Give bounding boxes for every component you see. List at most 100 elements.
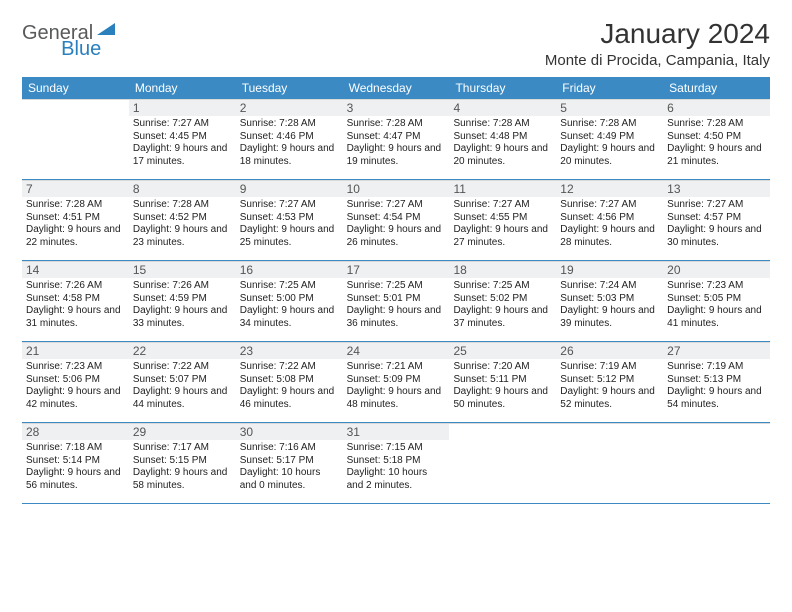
- calendar-page: General Blue January 2024 Monte di Proci…: [0, 0, 792, 522]
- day-number: 22: [129, 343, 236, 359]
- calendar-grid: Sunday Monday Tuesday Wednesday Thursday…: [22, 77, 770, 504]
- week-row: 21Sunrise: 7:23 AMSunset: 5:06 PMDayligh…: [22, 342, 770, 423]
- day-cell: 18 Sunrise: 7:25 AMSunset: 5:02 PMDayligh…: [449, 261, 556, 341]
- day-number: 9: [236, 181, 343, 197]
- logo-text-blue: Blue: [61, 38, 101, 60]
- sunset-text: Sunset: 5:09 PM: [347, 374, 446, 387]
- dayhead-monday: Monday: [129, 77, 236, 99]
- sunset-text: Sunset: 5:13 PM: [667, 374, 766, 387]
- sunrise-text: Sunrise: 7:18 AM: [26, 442, 125, 455]
- sunset-text: Sunset: 4:45 PM: [133, 131, 232, 144]
- sunset-text: Sunset: 5:15 PM: [133, 455, 232, 468]
- daylight-text: Daylight: 9 hours and 30 minutes.: [667, 224, 766, 249]
- day-info: Sunrise: 7:19 AMSunset: 5:13 PMDaylight:…: [667, 361, 766, 411]
- daylight-text: Daylight: 9 hours and 42 minutes.: [26, 386, 125, 411]
- day-info: Sunrise: 7:28 AMSunset: 4:51 PMDaylight:…: [26, 199, 125, 249]
- daylight-text: Daylight: 9 hours and 20 minutes.: [453, 143, 552, 168]
- weeks-container: 1Sunrise: 7:27 AMSunset: 4:45 PMDaylight…: [22, 99, 770, 504]
- day-number: 23: [236, 343, 343, 359]
- month-title: January 2024: [545, 18, 770, 50]
- dayhead-tuesday: Tuesday: [236, 77, 343, 99]
- day-cell: 11Sunrise: 7:27 AMSunset: 4:55 PMDayligh…: [449, 180, 556, 260]
- daylight-text: Daylight: 9 hours and 28 minutes.: [560, 224, 659, 249]
- day-info: Sunrise: 7:18 AMSunset: 5:14 PMDaylight:…: [26, 442, 125, 492]
- daylight-text: Daylight: 9 hours and 17 minutes.: [133, 143, 232, 168]
- day-info: Sunrise: 7:28 AMSunset: 4:50 PMDaylight:…: [667, 118, 766, 168]
- sunrise-text: Sunrise: 7:28 AM: [347, 118, 446, 131]
- daylight-text: Daylight: 9 hours and 37 minutes.: [453, 305, 552, 330]
- day-cell: 26Sunrise: 7:19 AMSunset: 5:12 PMDayligh…: [556, 342, 663, 422]
- day-cell: 30Sunrise: 7:16 AMSunset: 5:17 PMDayligh…: [236, 423, 343, 503]
- day-info: Sunrise: 7:27 AMSunset: 4:45 PMDaylight:…: [133, 118, 232, 168]
- daylight-text: Daylight: 9 hours and 23 minutes.: [133, 224, 232, 249]
- sunrise-text: Sunrise: 7:25 AM: [347, 280, 446, 293]
- day-number: 17: [343, 262, 450, 278]
- day-number: 1: [129, 100, 236, 116]
- day-number: 15: [129, 262, 236, 278]
- sunrise-text: Sunrise: 7:28 AM: [560, 118, 659, 131]
- day-info: Sunrise: 7:24 AMSunset: 5:03 PMDaylight:…: [560, 280, 659, 330]
- day-info: Sunrise: 7:22 AMSunset: 5:08 PMDaylight:…: [240, 361, 339, 411]
- sunrise-text: Sunrise: 7:28 AM: [667, 118, 766, 131]
- day-cell: 4Sunrise: 7:28 AMSunset: 4:48 PMDaylight…: [449, 99, 556, 179]
- page-header: General Blue January 2024 Monte di Proci…: [22, 18, 770, 69]
- day-info: Sunrise: 7:27 AMSunset: 4:57 PMDaylight:…: [667, 199, 766, 249]
- sunrise-text: Sunrise: 7:19 AM: [667, 361, 766, 374]
- day-info: Sunrise: 7:25 AMSunset: 5:01 PMDaylight:…: [347, 280, 446, 330]
- daylight-text: Daylight: 9 hours and 48 minutes.: [347, 386, 446, 411]
- day-info: Sunrise: 7:26 AMSunset: 4:58 PMDaylight:…: [26, 280, 125, 330]
- day-cell: 21Sunrise: 7:23 AMSunset: 5:06 PMDayligh…: [22, 342, 129, 422]
- day-number: 28: [22, 424, 129, 440]
- day-info: Sunrise: 7:25 AMSunset: 5:02 PMDaylight:…: [453, 280, 552, 330]
- day-number: 18: [449, 262, 556, 278]
- day-info: Sunrise: 7:19 AMSunset: 5:12 PMDaylight:…: [560, 361, 659, 411]
- sunrise-text: Sunrise: 7:19 AM: [560, 361, 659, 374]
- day-info: Sunrise: 7:25 AMSunset: 5:00 PMDaylight:…: [240, 280, 339, 330]
- sunset-text: Sunset: 4:46 PM: [240, 131, 339, 144]
- sunrise-text: Sunrise: 7:22 AM: [240, 361, 339, 374]
- day-number: 12: [556, 181, 663, 197]
- sunrise-text: Sunrise: 7:15 AM: [347, 442, 446, 455]
- day-number: 29: [129, 424, 236, 440]
- day-cell: 9Sunrise: 7:27 AMSunset: 4:53 PMDaylight…: [236, 180, 343, 260]
- sunset-text: Sunset: 4:54 PM: [347, 212, 446, 225]
- sunset-text: Sunset: 4:56 PM: [560, 212, 659, 225]
- day-number: 6: [663, 100, 770, 116]
- daylight-text: Daylight: 9 hours and 31 minutes.: [26, 305, 125, 330]
- day-cell: 8Sunrise: 7:28 AMSunset: 4:52 PMDaylight…: [129, 180, 236, 260]
- sunrise-text: Sunrise: 7:27 AM: [133, 118, 232, 131]
- day-cell: 13Sunrise: 7:27 AMSunset: 4:57 PMDayligh…: [663, 180, 770, 260]
- sunset-text: Sunset: 5:11 PM: [453, 374, 552, 387]
- day-number: 27: [663, 343, 770, 359]
- week-row: 7Sunrise: 7:28 AMSunset: 4:51 PMDaylight…: [22, 180, 770, 261]
- day-cell: 27 Sunrise: 7:19 AMSunset: 5:13 PMDayligh…: [663, 342, 770, 422]
- day-number: 16: [236, 262, 343, 278]
- sunset-text: Sunset: 4:47 PM: [347, 131, 446, 144]
- day-info: Sunrise: 7:28 AMSunset: 4:52 PMDaylight:…: [133, 199, 232, 249]
- sunset-text: Sunset: 4:59 PM: [133, 293, 232, 306]
- day-cell: 29 Sunrise: 7:17 AMSunset: 5:15 PMDayligh…: [129, 423, 236, 503]
- day-header-row: Sunday Monday Tuesday Wednesday Thursday…: [22, 77, 770, 99]
- week-row: 1Sunrise: 7:27 AMSunset: 4:45 PMDaylight…: [22, 99, 770, 180]
- day-number: 2: [236, 100, 343, 116]
- day-cell: 19Sunrise: 7:24 AMSunset: 5:03 PMDayligh…: [556, 261, 663, 341]
- day-number: 11: [449, 181, 556, 197]
- dayhead-thursday: Thursday: [449, 77, 556, 99]
- sunset-text: Sunset: 4:52 PM: [133, 212, 232, 225]
- sunrise-text: Sunrise: 7:26 AM: [133, 280, 232, 293]
- day-number: 31: [343, 424, 450, 440]
- daylight-text: Daylight: 9 hours and 39 minutes.: [560, 305, 659, 330]
- location-subtitle: Monte di Procida, Campania, Italy: [545, 52, 770, 69]
- sunrise-text: Sunrise: 7:27 AM: [453, 199, 552, 212]
- day-info: Sunrise: 7:27 AMSunset: 4:56 PMDaylight:…: [560, 199, 659, 249]
- day-info: Sunrise: 7:17 AMSunset: 5:15 PMDaylight:…: [133, 442, 232, 492]
- sunrise-text: Sunrise: 7:17 AM: [133, 442, 232, 455]
- sunset-text: Sunset: 5:05 PM: [667, 293, 766, 306]
- sunset-text: Sunset: 4:48 PM: [453, 131, 552, 144]
- day-info: Sunrise: 7:23 AMSunset: 5:05 PMDaylight:…: [667, 280, 766, 330]
- day-cell: 31Sunrise: 7:15 AMSunset: 5:18 PMDayligh…: [343, 423, 450, 503]
- daylight-text: Daylight: 9 hours and 41 minutes.: [667, 305, 766, 330]
- sunrise-text: Sunrise: 7:28 AM: [133, 199, 232, 212]
- day-info: Sunrise: 7:28 AMSunset: 4:46 PMDaylight:…: [240, 118, 339, 168]
- day-info: Sunrise: 7:28 AMSunset: 4:49 PMDaylight:…: [560, 118, 659, 168]
